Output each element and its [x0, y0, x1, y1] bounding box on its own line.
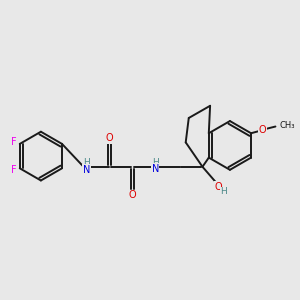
Text: O: O: [128, 190, 136, 200]
Text: H: H: [152, 158, 159, 167]
Text: O: O: [259, 124, 266, 135]
Text: O: O: [106, 134, 113, 143]
Text: O: O: [215, 182, 223, 192]
Text: F: F: [11, 165, 17, 175]
Text: N: N: [83, 164, 90, 175]
Text: CH₃: CH₃: [279, 121, 295, 130]
Text: H: H: [83, 158, 90, 167]
Text: F: F: [11, 137, 17, 147]
Text: H: H: [220, 187, 227, 196]
Text: N: N: [152, 164, 159, 174]
